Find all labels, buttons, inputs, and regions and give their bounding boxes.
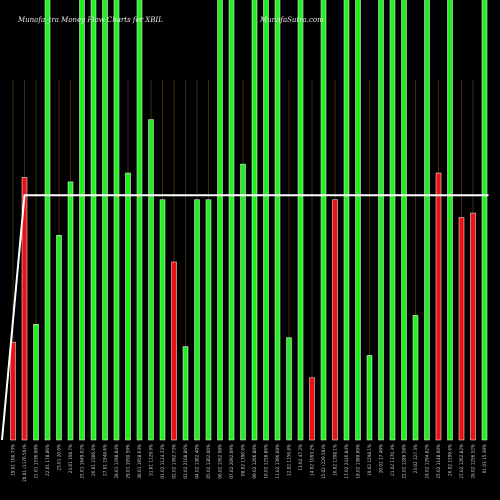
money-flow-bar: [102, 0, 108, 441]
line-layer: [1, 194, 489, 441]
date-label: 19.01 100.73%: [11, 444, 16, 476]
date-label: 11.02 1396.08%: [275, 444, 280, 479]
date-label: 15.02 (229.58)%: [321, 444, 326, 479]
date-label: 08.02 1390.6%: [241, 444, 246, 476]
date-label: 21.01 1536.99%: [34, 444, 39, 479]
money-flow-bar: [217, 0, 223, 441]
date-label: 18.02 1389.89%: [356, 444, 361, 479]
money-flow-bar: [10, 341, 16, 441]
date-label: 12.02 1156.8%: [287, 444, 292, 476]
money-flow-bar: [171, 261, 177, 441]
money-flow-bar: [309, 377, 315, 441]
money-flow-bar: [470, 212, 476, 441]
date-label: 05.02 1302.00%: [206, 444, 211, 479]
money-flow-bar: [297, 0, 304, 441]
date-label: 27.01 1948.6%: [103, 444, 108, 476]
date-label: 26.02 1599.6%: [448, 444, 453, 476]
trend-line: [1, 194, 489, 441]
money-flow-bar: [228, 0, 235, 441]
money-flow-bar: [90, 0, 97, 441]
money-flow-bar: [424, 0, 430, 441]
money-flow-bar: [136, 0, 143, 441]
money-flow-bar: [320, 0, 327, 441]
date-label: 22.02 1289.58%: [402, 444, 407, 479]
money-flow-bar: [182, 346, 189, 441]
money-flow-bar: [263, 0, 269, 441]
money-flow-bar: [401, 0, 407, 441]
money-flow-bar: [286, 337, 292, 441]
money-flow-bar: [389, 0, 396, 441]
date-label: 16.02 1398.1%: [333, 444, 338, 476]
date-label: 31.01 1129.9%: [149, 444, 154, 476]
money-flow-bar: [343, 0, 350, 441]
money-flow-bar: [33, 324, 39, 441]
date-label: 10.02 1258.86%: [264, 444, 269, 479]
money-flow-bar: [56, 235, 62, 441]
date-label: 28.02 1256.52%: [471, 444, 476, 479]
date-label: 29.01 1950.59%: [126, 444, 131, 479]
money-flow-bar: [274, 0, 281, 441]
date-label: 25.01 1649.02%: [80, 444, 85, 479]
site-watermark: MunafaSutra.com: [260, 16, 324, 24]
money-flow-bar: [113, 0, 120, 441]
date-label: 30.01 1958.63%: [137, 444, 142, 479]
date-label: 21.02 1370.3%: [390, 444, 395, 476]
money-flow-bar: [194, 199, 200, 441]
date-label: 01.02 1124.33%: [160, 444, 165, 479]
date-label: 02.02 1392.73%: [172, 444, 177, 479]
money-flow-bar: [481, 0, 488, 441]
money-flow-bar: [67, 181, 74, 441]
date-label: 24.02 1294.82%: [425, 444, 430, 479]
date-label: 03.02 2108.86%: [183, 444, 188, 479]
bar-layer: [10, 0, 488, 441]
money-flow-bar: [366, 355, 373, 441]
date-label: 06.02 1562.98%: [218, 444, 223, 479]
chart-title: Munafa_tra Money Flow Charts for XBIL: [18, 16, 163, 24]
date-label: 19.02 1598.1%: [367, 444, 372, 476]
date-label: 17.02 2416.84%: [344, 444, 349, 479]
date-label: 23.02 127.3%: [413, 444, 418, 473]
money-flow-bar: [205, 199, 212, 441]
date-label: 20.02 17.48%: [379, 444, 384, 473]
date-label: 01.03 15.38%: [482, 444, 487, 473]
date-label: 04.02 1302.40%: [195, 444, 200, 479]
date-label-layer: 19.01 100.73% 20.01 (1176.50)% 21.01 1536.…: [11, 444, 488, 482]
date-label: 07.02 2092.09%: [229, 444, 234, 479]
date-label: 23.01 20.0%: [57, 444, 62, 471]
date-label: 24.01 198.7%: [68, 444, 73, 473]
date-label: 26.01 2306.6%: [91, 444, 96, 476]
date-label: 22.01 178.86%: [45, 444, 50, 476]
money-flow-bar: [447, 0, 453, 441]
date-label: 25.02 1148.60%: [436, 444, 441, 479]
date-label: 13.02 47.2%: [298, 444, 303, 471]
money-flow-bar: [44, 0, 51, 441]
money-flow-bar: [355, 0, 361, 441]
money-flow-bar: [378, 0, 384, 441]
money-flow-bar: [412, 315, 419, 441]
money-flow-bar: [79, 0, 85, 441]
money-flow-bar: [148, 119, 154, 441]
money-flow-bar: [125, 172, 131, 441]
money-flow-bar: [21, 177, 28, 441]
date-label: 27.02 1262.82%: [459, 444, 464, 479]
money-flow-bar: [458, 217, 465, 441]
money-flow-bar: [159, 199, 166, 441]
date-label: 28.01 1298.84%: [114, 444, 119, 479]
money-flow-bar: [332, 199, 338, 441]
date-label: 14.02 1093.2%: [310, 444, 315, 476]
date-label: 20.01 (1176.50)%: [22, 444, 27, 482]
money-flow-bar: [240, 163, 246, 441]
money-flow-bar: [435, 172, 442, 441]
money-flow-bar: [251, 0, 258, 441]
date-label: 09.02 1206.80%: [252, 444, 257, 479]
